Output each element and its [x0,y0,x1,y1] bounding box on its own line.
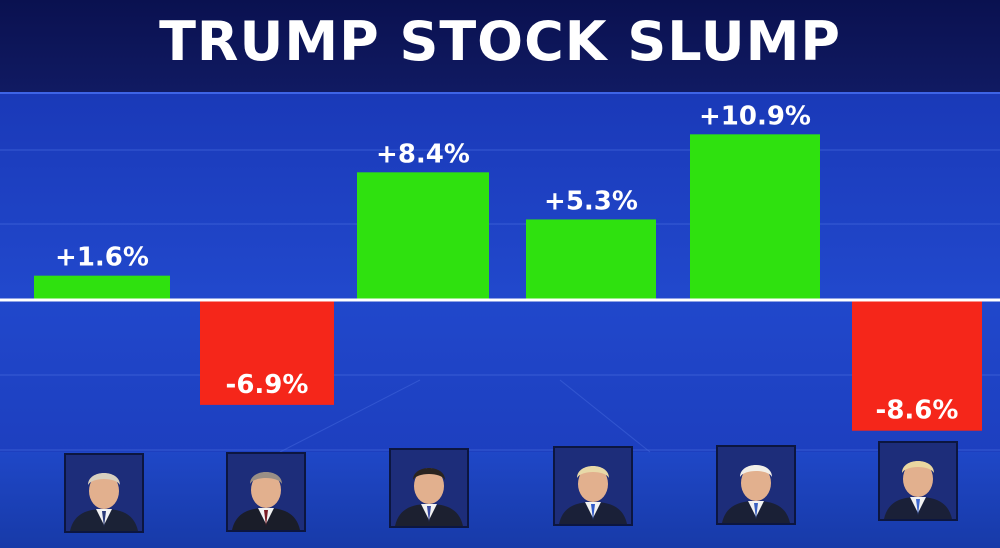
bar-negative [200,300,334,405]
data-label: -8.6% [876,396,959,426]
bar-positive [526,219,656,300]
floor-line [279,379,421,453]
data-label: +8.4% [376,139,470,169]
portrait-icon [553,446,633,526]
portrait-strip [0,452,1000,548]
floor-line [559,379,651,453]
data-label: +10.9% [699,101,811,131]
data-label: +5.3% [544,186,638,216]
portrait-icon [716,445,796,525]
data-label: +1.6% [55,243,149,273]
data-label: -6.9% [226,370,309,400]
portrait-icon [226,452,306,532]
bar-positive [690,134,820,300]
bar-positive [34,275,170,300]
chart-title: TRUMP STOCK SLUMP [159,10,841,73]
portrait-icon [878,441,958,521]
title-bar: TRUMP STOCK SLUMP [0,0,1000,92]
bar-negative [852,300,982,431]
portrait-icon [389,448,469,528]
chart-panel [0,92,1000,454]
bar-positive [357,172,489,300]
portrait-icon [64,453,144,533]
